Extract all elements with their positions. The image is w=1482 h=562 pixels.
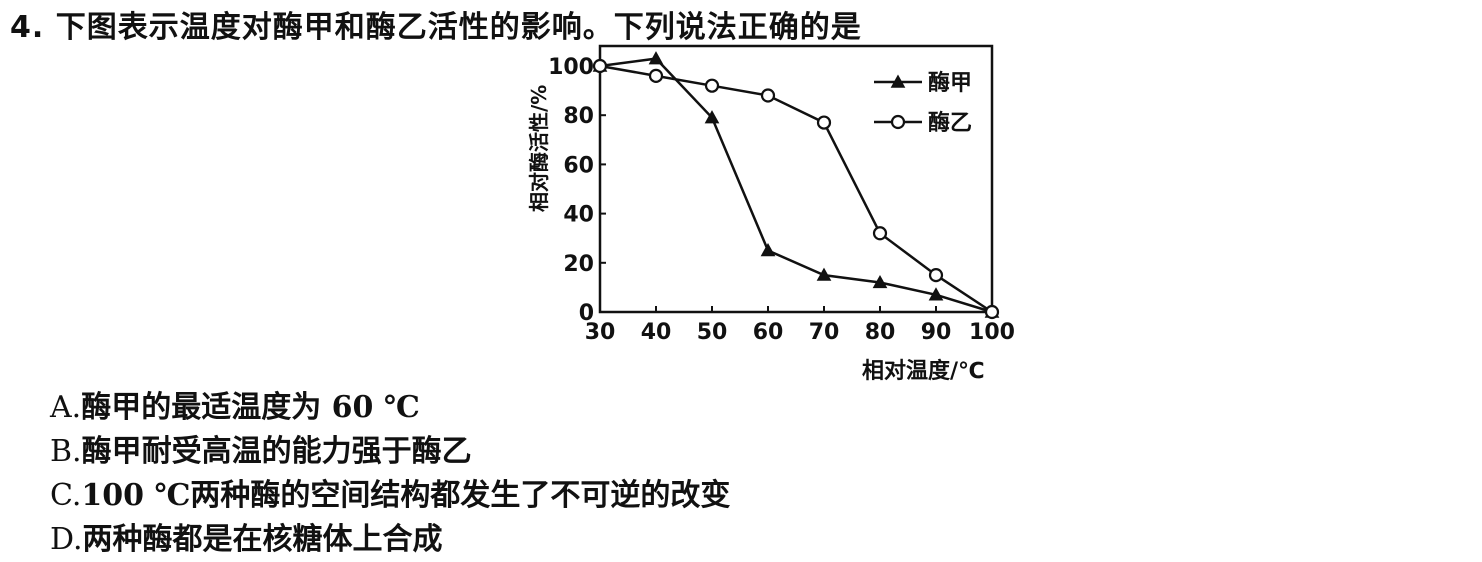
data-point-circle bbox=[872, 226, 888, 241]
series-line-0 bbox=[599, 57, 993, 314]
option-a-key: A. bbox=[50, 390, 82, 425]
legend-marker-circle bbox=[890, 114, 906, 130]
option-b-text: 酶甲耐受高温的能力强于酶乙 bbox=[81, 434, 472, 469]
option-c-text: 100 ℃两种酶的空间结构都发生了不可逆的改变 bbox=[81, 478, 731, 513]
x-axis-label: 相对温度/℃ bbox=[862, 358, 985, 384]
data-point-circle bbox=[704, 78, 720, 93]
option-a-text: 酶甲的最适温度为 60 ℃ bbox=[81, 390, 420, 425]
data-point-circle bbox=[760, 88, 776, 103]
data-point-triangle bbox=[928, 287, 944, 301]
y-tick-label: 0 bbox=[579, 301, 594, 326]
x-tick-label: 50 bbox=[697, 320, 728, 345]
option-a[interactable]: A.酶甲的最适温度为 60 ℃ bbox=[50, 386, 730, 430]
option-d-key: D. bbox=[50, 522, 83, 557]
option-d[interactable]: D.两种酶都是在核糖体上合成 bbox=[50, 518, 730, 562]
x-tick-label: 30 bbox=[585, 320, 616, 345]
answer-options: A.酶甲的最适温度为 60 ℃ B.酶甲耐受高温的能力强于酶乙 C.100 ℃两… bbox=[50, 386, 730, 562]
y-tick-label: 60 bbox=[563, 153, 594, 178]
data-point-circle bbox=[592, 58, 608, 74]
legend-label: 酶甲 bbox=[928, 71, 972, 96]
legend-marker-triangle bbox=[890, 74, 906, 88]
y-tick-label: 20 bbox=[563, 252, 594, 277]
option-d-text: 两种酶都是在核糖体上合成 bbox=[82, 522, 443, 557]
data-point-triangle bbox=[760, 242, 776, 257]
option-b-key: B. bbox=[50, 434, 82, 469]
y-tick-label: 40 bbox=[563, 203, 594, 228]
data-point-circle bbox=[928, 268, 944, 283]
data-point-circle bbox=[984, 304, 1000, 320]
y-tick-label: 80 bbox=[563, 104, 594, 129]
y-axis-label: 相对酶活性/% bbox=[527, 85, 551, 212]
x-tick-label: 80 bbox=[865, 320, 896, 345]
legend-label: 酶乙 bbox=[928, 111, 972, 136]
data-point-circle bbox=[648, 68, 664, 83]
series-line-1 bbox=[599, 64, 993, 314]
x-tick-label: 90 bbox=[921, 320, 952, 345]
plot-frame bbox=[598, 44, 994, 314]
data-point-triangle bbox=[816, 267, 832, 281]
option-b[interactable]: B.酶甲耐受高温的能力强于酶乙 bbox=[50, 430, 730, 474]
option-c-key: C. bbox=[50, 478, 82, 513]
x-tick-label: 60 bbox=[753, 320, 784, 345]
data-point-triangle bbox=[648, 51, 664, 65]
data-point-triangle bbox=[872, 274, 888, 289]
x-tick-label: 40 bbox=[641, 320, 672, 345]
y-tick-label: 100 bbox=[548, 55, 594, 80]
data-point-triangle bbox=[704, 110, 720, 124]
x-tick-label: 70 bbox=[809, 320, 840, 345]
data-point-circle bbox=[816, 115, 832, 130]
x-tick-label: 100 bbox=[969, 320, 1015, 345]
option-c[interactable]: C.100 ℃两种酶的空间结构都发生了不可逆的改变 bbox=[50, 474, 730, 518]
question-stem: 4. 下图表示温度对酶甲和酶乙活性的影响。下列说法正确的是 bbox=[10, 10, 862, 45]
